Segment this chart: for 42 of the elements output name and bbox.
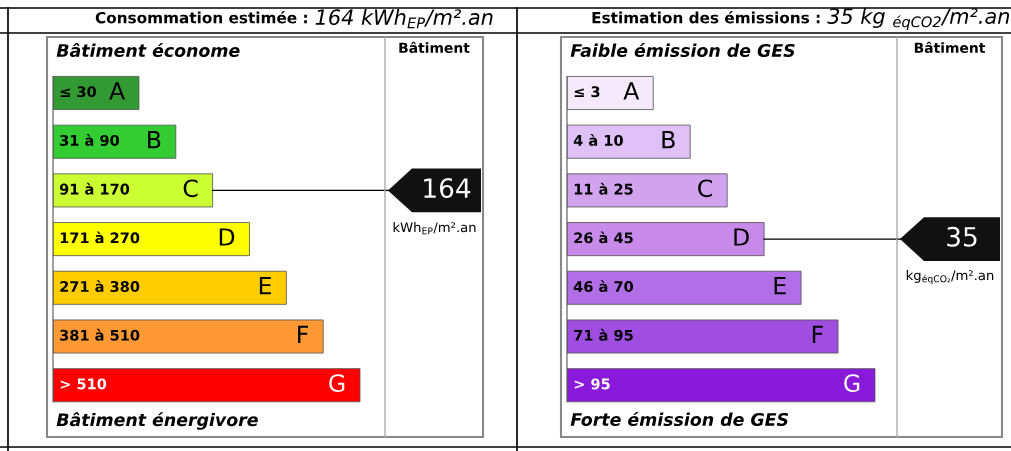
annotation: E [259,277,271,295]
y-tick-label: 91 à 170 [59,182,130,195]
text: Bâtiment économe [56,42,240,58]
y-tick-label: 71 à 95 [574,328,633,341]
text: Bâtiment [914,41,986,54]
y-tick-label: 46 à 70 [573,280,634,293]
y-tick-label: 26 à 45 [574,231,633,244]
text: Faible émission de GES [570,42,795,58]
annotation: B [148,131,161,149]
text: Bâtiment énergivore [56,412,258,430]
text: Bâtiment [399,41,470,54]
annotation: C [698,179,713,198]
text: kWh$_{EP}$/m².an [393,222,476,235]
annotation: B [662,131,675,149]
annotation: G [329,374,345,393]
y-tick-label: ≤ 30 [60,86,97,98]
y-tick-label: ≤ 3 [574,86,600,98]
annotation: E [774,277,786,295]
y-tick-label: > 95 [574,378,610,390]
ref-line-label: 35 [947,226,977,247]
y-tick-label: 11 à 25 [574,182,633,195]
text: kg$_{éqCO₂}$/m².an [906,270,994,285]
annotation: D [219,228,235,246]
chart-title: Consommation estimée : [95,11,307,24]
chart-title: Estimation des émissions : [592,11,820,24]
text: Forte émission de GES [570,411,789,427]
annotation: G [844,374,860,393]
y-tick-label: 31 à 90 [60,134,120,146]
y-tick-label: 4 à 10 [573,134,623,146]
text: 35 kg $_{éqCO2}$/m².an [827,7,1010,31]
y-tick-label: 171 à 270 [60,231,140,244]
annotation: A [623,82,640,100]
ref-line-label: 164 [424,178,471,199]
annotation: D [734,228,749,246]
annotation: F [812,325,823,344]
y-tick-label: 381 à 510 [60,328,140,341]
annotation: F [298,325,308,344]
annotation: A [109,82,125,100]
annotation: C [183,179,198,198]
text: 164 kWh$_{EP}$/m².an [315,8,493,29]
y-tick-label: 271 à 380 [60,280,140,293]
y-tick-label: > 510 [60,378,107,390]
